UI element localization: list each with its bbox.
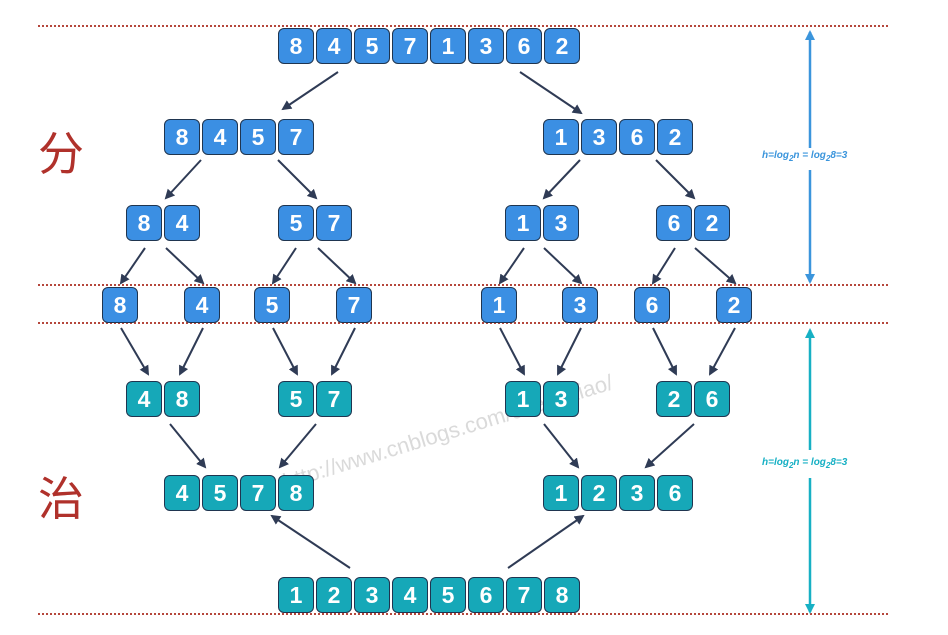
divide-height-formula: h=log2n = log28=3 [762,148,848,165]
divide-box: 1 [481,287,517,323]
divide-label: 分 [38,127,84,181]
flow-arrow [169,423,207,469]
flow-arrow [499,327,525,376]
conquer-box: 7 [506,577,542,613]
divide-box: 2 [544,28,580,64]
divide-box: 1 [430,28,466,64]
flow-arrow [277,159,318,200]
conquer-box: 6 [694,381,730,417]
flow-arrow [542,159,581,200]
divide-box: 8 [102,287,138,323]
conquer-height-formula: h=log2n = log28=3 [762,455,848,472]
flow-arrow [331,327,356,376]
flow-arrow [652,327,677,376]
conquer-box: 2 [316,577,352,613]
divide-box: 7 [336,287,372,323]
conquer-box: 3 [543,381,579,417]
divide-box: 4 [202,119,238,155]
dotted-divider [38,322,888,324]
conquer-label: 治 [38,472,84,526]
flow-arrow [519,71,583,115]
divide-box: 6 [634,287,670,323]
divide-box: 5 [354,28,390,64]
flow-arrow [278,423,317,469]
conquer-box: 5 [202,475,238,511]
flow-arrow [119,247,146,285]
flow-arrow [709,327,736,376]
divide-box: 7 [392,28,428,64]
divide-box: 6 [619,119,655,155]
divide-box: 2 [657,119,693,155]
conquer-box: 2 [581,475,617,511]
divide-box: 3 [468,28,504,64]
divide-box: 1 [543,119,579,155]
flow-arrow [271,247,297,285]
flow-arrow [644,423,695,469]
dotted-divider [38,613,888,615]
conquer-box: 1 [543,475,579,511]
flow-arrow [165,247,205,285]
flow-arrow [543,423,580,469]
flow-arrow [272,327,298,376]
conquer-box: 2 [656,381,692,417]
flow-arrow [317,247,357,285]
divide-box: 4 [184,287,220,323]
conquer-box: 4 [164,475,200,511]
conquer-box: 4 [392,577,428,613]
flow-arrow [507,514,585,569]
conquer-box: 8 [544,577,580,613]
divide-box: 4 [164,205,200,241]
conquer-box: 6 [657,475,693,511]
conquer-box: 4 [126,381,162,417]
flow-arrow [498,247,525,285]
divide-box: 5 [278,205,314,241]
divide-box: 1 [505,205,541,241]
divide-box: 8 [126,205,162,241]
flow-arrow [281,71,339,111]
divide-box: 5 [254,287,290,323]
flow-arrow [164,159,202,200]
conquer-box: 1 [278,577,314,613]
flow-arrow [543,247,583,285]
divide-box: 6 [506,28,542,64]
divide-box: 2 [716,287,752,323]
flow-arrow [655,159,696,200]
flow-arrow [120,327,150,376]
flow-arrow [651,247,676,285]
divide-box: 4 [316,28,352,64]
divide-box: 3 [543,205,579,241]
conquer-box: 6 [468,577,504,613]
divide-box: 7 [316,205,352,241]
dotted-divider [38,284,888,286]
flow-arrow [557,327,582,376]
divide-box: 8 [278,28,314,64]
flow-arrow [270,514,351,569]
dotted-divider [38,25,888,27]
conquer-box: 8 [278,475,314,511]
conquer-box: 8 [164,381,200,417]
divide-box: 8 [164,119,200,155]
conquer-box: 7 [240,475,276,511]
conquer-box: 3 [354,577,390,613]
conquer-box: 5 [430,577,466,613]
conquer-box: 3 [619,475,655,511]
divide-box: 3 [562,287,598,323]
divide-box: 5 [240,119,276,155]
conquer-box: 1 [505,381,541,417]
conquer-box: 5 [278,381,314,417]
divide-box: 7 [278,119,314,155]
divide-box: 3 [581,119,617,155]
divide-box: 2 [694,205,730,241]
conquer-box: 7 [316,381,352,417]
flow-arrow [179,327,204,376]
divide-box: 6 [656,205,692,241]
flow-arrow [694,247,737,285]
